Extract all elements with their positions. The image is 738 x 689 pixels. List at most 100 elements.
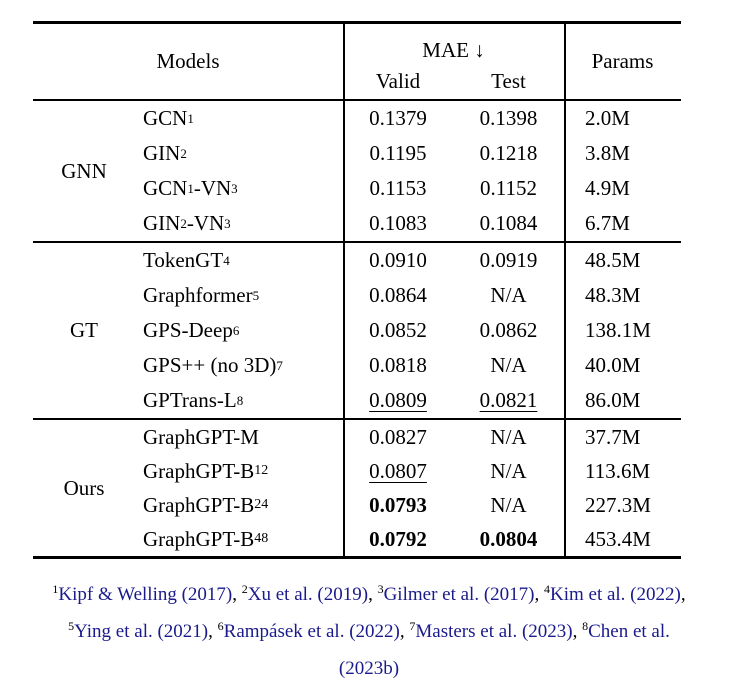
valid-mae-value: 0.0818 — [369, 353, 427, 377]
footnote-citation-link[interactable]: Ying et al. (2021) — [74, 621, 209, 642]
params-value: 3.8M — [585, 141, 630, 165]
footnote-separator: , — [232, 584, 242, 605]
test-mae-value: N/A — [490, 458, 527, 483]
model-name-cell: GraphGPT-B 12 — [143, 458, 269, 483]
group-label-ours: Ours — [63, 475, 105, 500]
model-name-text: GIN — [143, 141, 181, 165]
model-name-cell: GPS++ (no 3D) 7 — [143, 353, 283, 377]
valid-mae-value-cell: 0.1379 — [343, 101, 453, 136]
params-value-cell: 227.3M — [564, 488, 681, 522]
table-header-row: Models MAE ↓ Valid Test Params — [33, 24, 681, 99]
footnote-marker: 7 — [409, 619, 416, 633]
params-value: 37.7M — [585, 424, 641, 449]
test-mae-value-cell: 0.0919 — [453, 243, 564, 278]
header-valid: Valid — [375, 68, 421, 93]
footnote-separator: , — [399, 621, 410, 642]
test-mae-value: 0.1398 — [479, 106, 538, 130]
footnote-citation-link[interactable]: Kim et al. (2022) — [549, 584, 681, 605]
vertical-rule-models-mae — [343, 24, 345, 556]
valid-mae-value: 0.0807 — [369, 458, 427, 483]
model-name-cell: GCN 1 -VN 3 — [143, 176, 238, 200]
valid-mae-value-cell: 0.0864 — [343, 278, 453, 313]
valid-mae-value: 0.0852 — [369, 318, 427, 342]
footnote-citation-link[interactable]: Chen et al. — [588, 621, 670, 642]
model-name-text: TokenGT — [143, 248, 224, 272]
test-mae-value: N/A — [490, 353, 527, 377]
model-name-text: GPTrans-L — [143, 388, 237, 412]
footnote-marker: 5 — [68, 619, 75, 633]
params-value: 40.0M — [585, 353, 641, 377]
test-mae-value-cell: 0.1218 — [453, 136, 564, 171]
header-test: Test — [491, 68, 526, 93]
model-name-cell: GCN 1 — [143, 106, 194, 130]
footnote-line-1: 1Kipf & Welling (2017), 2Xu et al. (2019… — [0, 576, 738, 613]
params-value: 2.0M — [585, 106, 630, 130]
footnote-citation-link[interactable]: Xu et al. (2019) — [247, 584, 369, 605]
valid-mae-value: 0.0910 — [369, 248, 427, 272]
valid-mae-value-cell: 0.1083 — [343, 206, 453, 241]
footnote-separator: , — [572, 621, 583, 642]
footnote-citation-link[interactable]: Masters et al. (2023) — [415, 621, 573, 642]
footnote-marker: 3 — [377, 582, 384, 596]
test-mae-value-cell: 0.1152 — [453, 171, 564, 206]
valid-mae-value-cell: 0.1153 — [343, 171, 453, 206]
test-mae-value-cell: N/A — [453, 348, 564, 383]
footnote-citation-link[interactable]: Gilmer et al. (2017) — [383, 584, 535, 605]
test-mae-value-cell: 0.0862 — [453, 313, 564, 348]
params-value-cell: 2.0M — [564, 101, 681, 136]
test-mae-value: 0.0821 — [479, 388, 538, 412]
model-name-cell: TokenGT 4 — [143, 248, 230, 272]
footnote-line-3: (2023b) — [0, 650, 738, 687]
test-mae-value-cell: 0.0804 — [453, 522, 564, 556]
valid-mae-value: 0.1195 — [369, 141, 427, 165]
footnote-citation-link[interactable]: (2023b) — [338, 658, 400, 679]
model-name-text: GPS++ (no 3D) — [143, 353, 277, 377]
footnote-separator: , — [534, 584, 544, 605]
table-section-ours: Ours GraphGPT-M 0.0827 N/A 37.7M GraphGPT-B 12… — [33, 420, 681, 556]
footnote-marker: 8 — [582, 619, 589, 633]
params-value-cell: 86.0M — [564, 383, 681, 418]
footnote-line-2: 5Ying et al. (2021), 6Rampásek et al. (2… — [0, 613, 738, 650]
model-name-text: GCN — [143, 176, 188, 200]
footnote-citation-link[interactable]: Rampásek et al. (2022) — [223, 621, 400, 642]
params-value: 6.7M — [585, 211, 630, 235]
group-label-gt: GT — [70, 318, 98, 342]
results-table: Models MAE ↓ Valid Test Params GNN GCN 1 0.… — [33, 21, 681, 559]
table-section-gt: GT TokenGT 4 0.0910 0.0919 48.5M Graphformer 5 0… — [33, 243, 681, 418]
model-name-text: GPS-Deep — [143, 318, 233, 342]
params-value: 48.3M — [585, 283, 641, 307]
model-name-cell: GIN 2 -VN 3 — [143, 211, 231, 235]
section-separator-rule — [33, 241, 681, 243]
valid-mae-value-cell: 0.0910 — [343, 243, 453, 278]
header-separator-rule — [33, 99, 681, 101]
footnote-separator: , — [208, 621, 218, 642]
params-value-cell: 4.9M — [564, 171, 681, 206]
footnote-citation-link[interactable]: Kipf & Welling (2017) — [58, 584, 233, 605]
test-mae-value-cell: N/A — [453, 420, 564, 454]
valid-mae-value: 0.0792 — [369, 526, 427, 551]
test-mae-value: 0.0804 — [479, 526, 538, 551]
params-value-cell: 3.8M — [564, 136, 681, 171]
test-mae-value: N/A — [490, 424, 527, 449]
test-mae-value-cell: N/A — [453, 454, 564, 488]
table-body: GNN GCN 1 0.1379 0.1398 2.0M GIN 2 0.1195 0.1218 3… — [33, 101, 681, 556]
params-value: 113.6M — [585, 458, 651, 483]
params-value-cell: 40.0M — [564, 348, 681, 383]
params-value: 453.4M — [585, 526, 651, 551]
params-value: 138.1M — [585, 318, 651, 342]
model-name-cell: GPS-Deep 6 — [143, 318, 240, 342]
table-top-rule — [33, 21, 681, 24]
params-value-cell: 453.4M — [564, 522, 681, 556]
vertical-rule-mae-params — [564, 24, 566, 556]
valid-mae-value: 0.0793 — [369, 492, 427, 517]
valid-mae-value-cell: 0.0807 — [343, 454, 453, 488]
valid-mae-value-cell: 0.0818 — [343, 348, 453, 383]
model-name-cell: Graphformer 5 — [143, 283, 260, 307]
test-mae-value: N/A — [490, 283, 527, 307]
header-params: Params — [591, 49, 654, 73]
footnote-marker: 2 — [241, 582, 248, 596]
params-value-cell: 48.3M — [564, 278, 681, 313]
test-mae-value-cell: N/A — [453, 278, 564, 313]
valid-mae-value-cell: 0.0852 — [343, 313, 453, 348]
group-label-gnn: GNN — [61, 158, 107, 183]
